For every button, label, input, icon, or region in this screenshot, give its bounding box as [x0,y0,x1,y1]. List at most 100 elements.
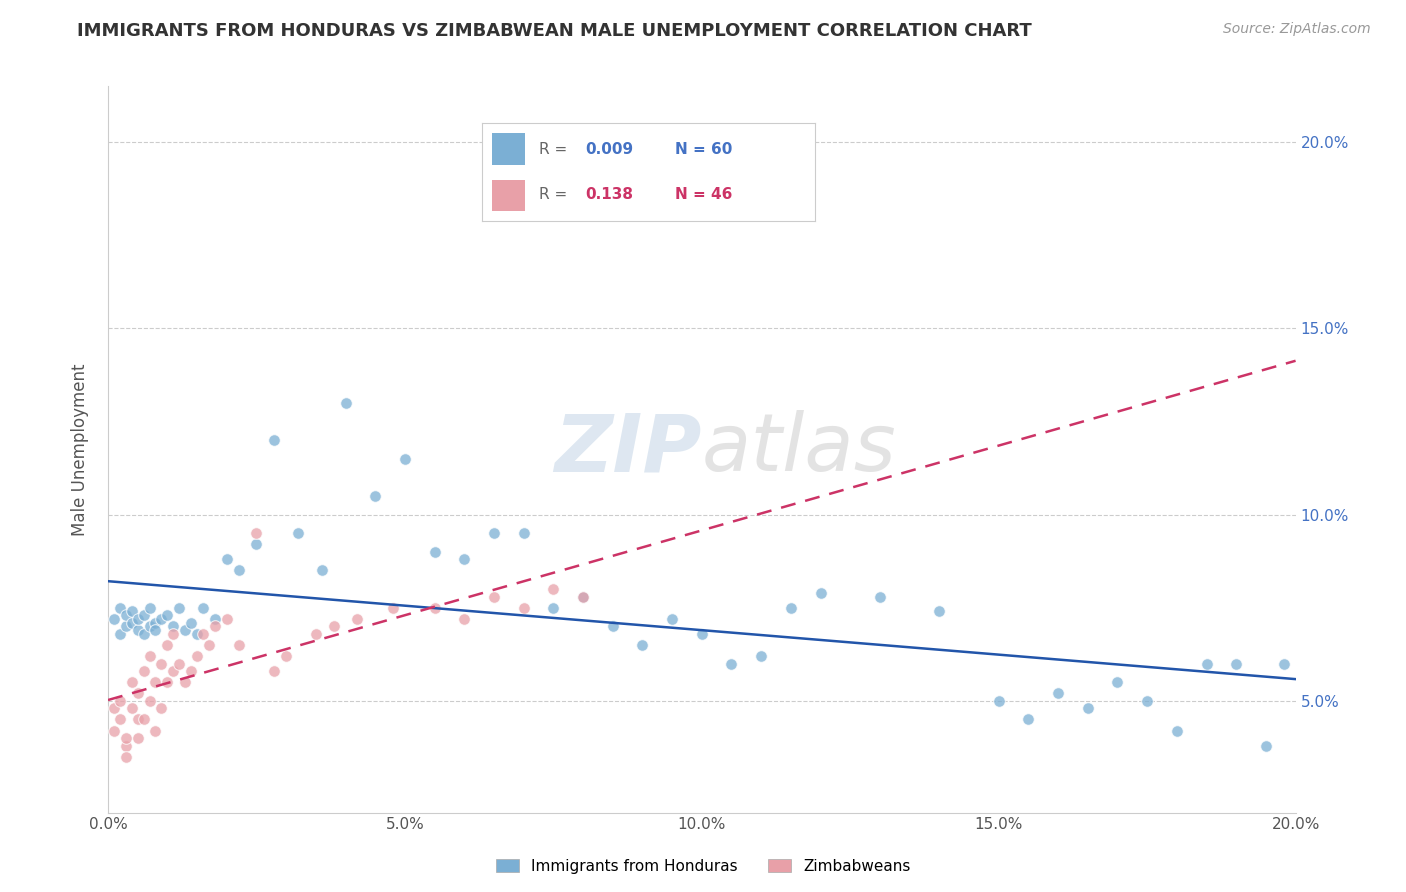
Text: Source: ZipAtlas.com: Source: ZipAtlas.com [1223,22,1371,37]
Point [127,686,149,700]
Point [103,701,125,715]
Point [572,590,595,604]
Point [180,664,202,678]
Point [322,619,344,633]
Point [127,623,149,637]
Point [453,612,475,626]
Point [204,619,226,633]
Point [1225,657,1247,671]
Point [543,600,565,615]
Point [167,657,190,671]
Point [1017,713,1039,727]
Point [103,612,125,626]
Point [810,586,832,600]
Point [204,612,226,626]
Point [156,608,179,623]
Point [103,723,125,738]
Point [132,608,155,623]
Point [138,600,160,615]
Point [346,612,368,626]
Point [162,627,184,641]
Point [114,749,136,764]
Point [631,638,654,652]
Point [287,526,309,541]
Legend: Immigrants from Honduras, Zimbabweans: Immigrants from Honduras, Zimbabweans [489,853,917,880]
Point [263,664,285,678]
Point [543,582,565,596]
Point [127,713,149,727]
Point [108,694,131,708]
Point [453,552,475,566]
Point [311,564,333,578]
Point [167,600,190,615]
Point [114,739,136,753]
Point [121,675,143,690]
Point [132,664,155,678]
Point [335,396,357,410]
Point [245,537,267,551]
Point [661,612,683,626]
Point [108,600,131,615]
Point [228,564,250,578]
Point [245,526,267,541]
Point [364,489,387,503]
Point [132,713,155,727]
Point [928,604,950,618]
Point [215,552,238,566]
Point [512,526,534,541]
Point [150,657,173,671]
Point [690,627,713,641]
Point [121,604,143,618]
Point [114,619,136,633]
Point [156,638,179,652]
Point [987,694,1010,708]
Point [749,649,772,664]
Point [869,590,891,604]
Point [162,619,184,633]
Point [138,694,160,708]
Point [186,627,208,641]
Point [108,627,131,641]
Text: ZIP: ZIP [554,410,702,489]
Point [423,600,446,615]
Point [145,675,167,690]
Point [263,433,285,447]
Point [1272,657,1295,671]
Point [572,590,595,604]
Point [150,701,173,715]
Text: atlas: atlas [702,410,897,489]
Point [602,619,624,633]
Point [1107,675,1129,690]
Point [305,627,328,641]
Point [121,701,143,715]
Point [1136,694,1159,708]
Point [162,664,184,678]
Point [276,649,298,664]
Point [132,627,155,641]
Point [191,600,214,615]
Point [512,600,534,615]
Point [127,612,149,626]
Point [138,619,160,633]
Point [156,675,179,690]
Point [145,615,167,630]
Point [114,608,136,623]
Point [180,615,202,630]
Point [121,615,143,630]
Point [127,731,149,745]
Point [108,713,131,727]
Point [482,526,505,541]
Point [186,649,208,664]
Point [779,600,801,615]
Point [1254,739,1277,753]
Point [423,545,446,559]
Y-axis label: Male Unemployment: Male Unemployment [72,363,89,536]
Point [720,657,742,671]
Point [228,638,250,652]
Point [174,623,197,637]
Point [198,638,221,652]
Point [1195,657,1218,671]
Point [145,623,167,637]
Point [150,612,173,626]
Point [114,731,136,745]
